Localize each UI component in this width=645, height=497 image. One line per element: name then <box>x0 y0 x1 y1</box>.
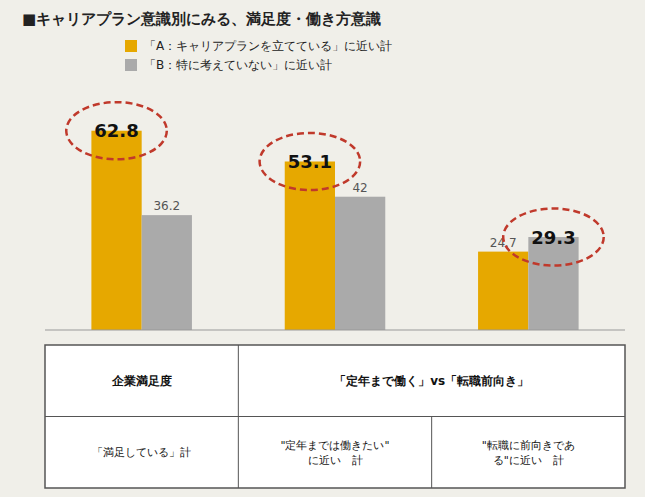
data-label: 36.2 <box>153 199 180 213</box>
table-cell: "転職に前向きである"に近い 計 <box>482 438 575 466</box>
bar <box>285 161 335 330</box>
legend-swatch <box>125 59 137 71</box>
bar <box>91 131 141 330</box>
data-label: 62.8 <box>94 120 138 141</box>
highlight-ellipse <box>260 133 361 190</box>
highlight-ellipse <box>66 102 167 159</box>
bar <box>528 237 578 330</box>
table-border <box>45 345 625 488</box>
table-rule <box>238 417 239 489</box>
bar <box>478 252 528 330</box>
baseline <box>45 330 625 331</box>
data-label: 42 <box>352 181 367 195</box>
title: ■キャリアプラン意識別にみる、満足度・働き方意識 <box>22 10 381 28</box>
table-rule <box>431 417 432 489</box>
legend-swatch <box>125 40 137 52</box>
background <box>0 0 645 497</box>
table-cell: "定年までは働きたい"に近い 計 <box>280 438 389 466</box>
legend-label: 「A：キャリアプランを立てている」に近い計 <box>144 39 392 53</box>
annotations-layer: 62.836.253.14224.729.3 <box>66 102 603 265</box>
chart: ■キャリアプラン意識別にみる、満足度・働き方意識「A：キャリアプランを立てている… <box>0 0 645 497</box>
table: 企業満足度 「定年まで働く」vs「転職前向き」「満足している」計 "定年までは働きた… <box>45 345 625 488</box>
legend-label: 「B：特に考えていない」に近い計 <box>144 58 332 72</box>
bar <box>142 215 192 330</box>
bar <box>335 197 385 330</box>
table-cell: 企業満足度 <box>111 374 172 388</box>
table-cell: 「定年まで働く」vs「転職前向き」 <box>334 374 529 388</box>
highlight-ellipse <box>503 208 604 265</box>
data-label: 53.1 <box>288 151 332 172</box>
table-cell: 「満足している」計 <box>92 446 191 459</box>
table-rule <box>238 345 239 417</box>
table-rule <box>45 416 625 417</box>
data-label: 29.3 <box>531 227 575 248</box>
